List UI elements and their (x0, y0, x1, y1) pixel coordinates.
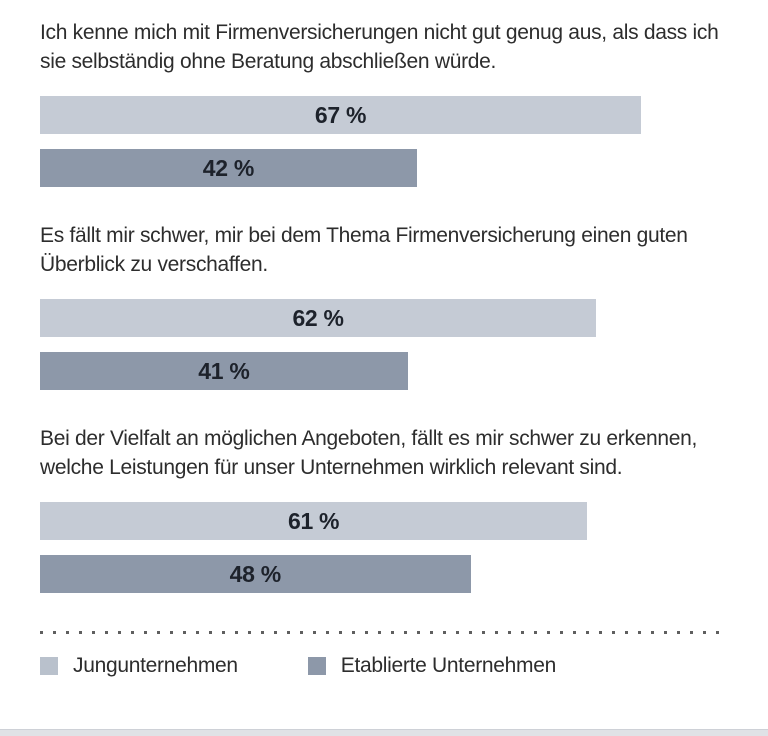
chart-section-2: Es fällt mir schwer, mir bei dem Thema F… (40, 221, 728, 390)
statement-text-2: Es fällt mir schwer, mir bei dem Thema F… (40, 224, 688, 276)
chart-section-3: Bei der Vielfalt an möglichen Angeboten,… (40, 424, 728, 593)
legend-swatch-light-icon (40, 657, 58, 675)
statement-text-1: Ich kenne mich mit Firmenversicherungen … (40, 21, 719, 73)
legend: Jungunternehmen Etablierte Unternehmen (40, 654, 728, 678)
bar-value-label: 48 % (229, 560, 282, 587)
statement-text-3: Bei der Vielfalt an möglichen Angeboten,… (40, 427, 698, 479)
bar-jungunternehmen-2: 62 % (40, 299, 597, 337)
legend-label-etablierte-unternehmen: Etablierte Unternehmen (340, 654, 557, 677)
dotted-separator (40, 631, 722, 634)
bottom-edge-strip (0, 729, 768, 736)
bar-value-label: 62 % (292, 304, 344, 331)
bar-value-label: 67 % (314, 101, 367, 128)
bar-etablierte-3: 48 % (40, 555, 471, 593)
bar-value-label: 61 % (287, 507, 340, 534)
legend-label-jungunternehmen: Jungunternehmen (73, 654, 238, 677)
bar-value-label: 42 % (202, 154, 255, 181)
bar-value-label: 41 % (198, 357, 250, 384)
chart-section-1: Ich kenne mich mit Firmenversicherungen … (40, 18, 728, 187)
legend-item-jungunternehmen: Jungunternehmen (40, 654, 238, 678)
legend-swatch-dark-icon (307, 657, 326, 675)
bar-jungunternehmen-3: 61 % (40, 502, 588, 540)
bar-etablierte-1: 42 % (40, 149, 417, 187)
bar-etablierte-2: 41 % (40, 352, 408, 390)
bar-jungunternehmen-1: 67 % (40, 96, 641, 134)
legend-item-etablierte-unternehmen: Etablierte Unternehmen (307, 654, 557, 678)
